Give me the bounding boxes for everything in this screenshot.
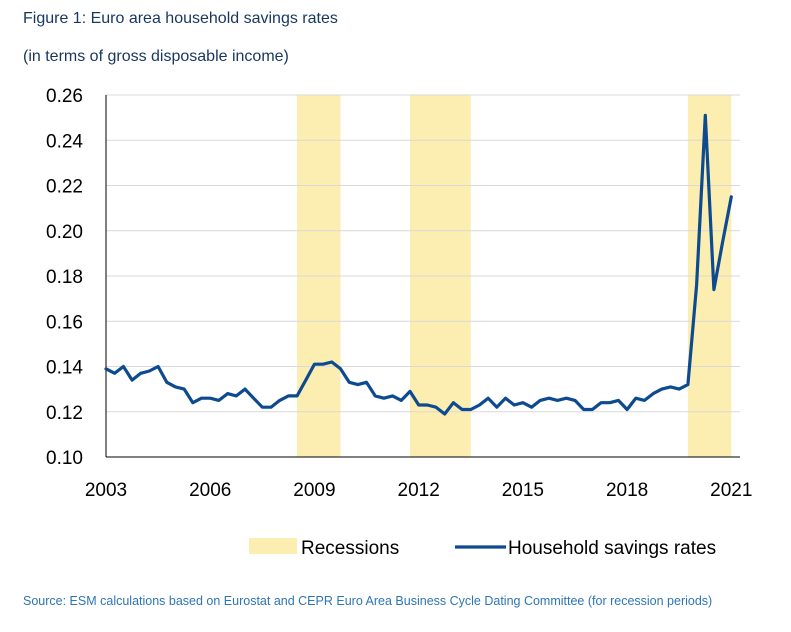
y-tick-label: 0.16 [46, 312, 83, 333]
chart-subtitle: (in terms of gross disposable income) [23, 48, 289, 65]
y-tick-label: 0.24 [46, 131, 83, 152]
chart-title: Figure 1: Euro area household savings ra… [23, 10, 338, 27]
y-tick-label: 0.22 [46, 177, 83, 198]
legend-savings-label: Household savings rates [508, 538, 716, 559]
source-note: Source: ESM calculations based on Eurost… [23, 594, 713, 608]
gridlines [106, 94, 740, 413]
x-tick-label: 2009 [293, 480, 335, 501]
savings-rate-chart: 0.10 0.12 0.14 0.16 0.18 0.20 0.22 0.24 0.26 2003… [46, 86, 752, 559]
x-tick-label: 2018 [606, 480, 648, 501]
series-lines [104, 113, 733, 416]
x-tick-label: 2003 [85, 480, 127, 501]
y-tick-label: 0.20 [46, 222, 83, 243]
x-tick-label: 2015 [502, 480, 544, 501]
legend-recessions-label: Recessions [301, 538, 399, 559]
y-tick-label: 0.12 [46, 403, 83, 424]
series-line-household-savings [104, 113, 733, 416]
y-tick-label: 0.18 [46, 267, 83, 288]
y-tick-label: 0.26 [46, 86, 83, 107]
x-tick-label: 2006 [189, 480, 231, 501]
legend: Recessions Household savings rates [249, 538, 716, 559]
y-tick-label: 0.10 [46, 448, 83, 469]
y-tick-label: 0.14 [46, 358, 83, 379]
legend-recessions-swatch [249, 538, 297, 554]
x-tick-label: 2021 [710, 480, 752, 501]
axes: 0.10 0.12 0.14 0.16 0.18 0.20 0.22 0.24 0.26 2003… [46, 86, 752, 501]
x-tick-label: 2012 [398, 480, 440, 501]
